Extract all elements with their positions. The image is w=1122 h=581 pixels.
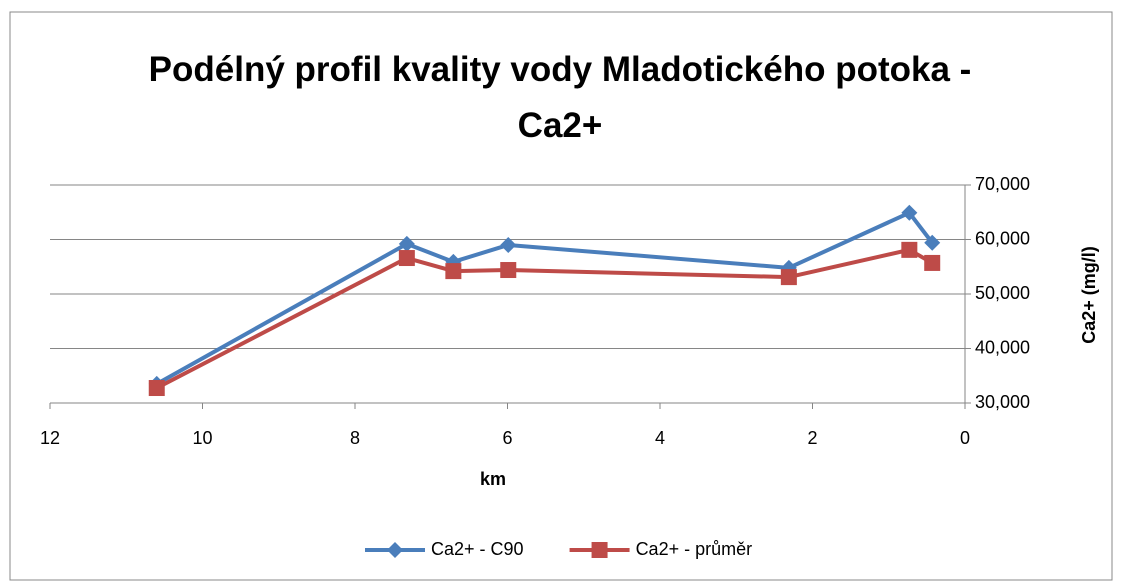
chart-border: [9, 11, 1113, 581]
legend-label: Ca2+ - průměr: [636, 539, 753, 559]
chart-title: Podélný profil kvality vody Mladotického…: [148, 50, 972, 145]
data-point: [398, 250, 415, 267]
data-point: [901, 204, 918, 221]
data-point: [924, 254, 941, 271]
data-point: [398, 235, 415, 252]
x-tick-label: 8: [350, 428, 360, 448]
legend-marker: [591, 542, 608, 558]
x-tick-label: 10: [192, 428, 212, 448]
y-tick-label: 30,000: [975, 392, 1030, 412]
x-tick-label: 4: [655, 428, 665, 448]
data-point: [500, 262, 517, 279]
y-tick-label: 40,000: [975, 337, 1030, 357]
x-tick-label: 2: [807, 428, 817, 448]
y-axis-label: Ca2+ (mg/l): [1079, 246, 1099, 344]
data-point: [780, 269, 797, 286]
x-axis-label: km: [480, 469, 506, 489]
x-tick-label: 0: [960, 428, 970, 448]
legend-label: Ca2+ - C90: [431, 539, 524, 559]
x-tick-label: 6: [502, 428, 512, 448]
y-tick-label: 70,000: [975, 174, 1030, 194]
y-tick-label: 50,000: [975, 283, 1030, 303]
data-point: [901, 241, 918, 258]
x-tick-label: 12: [40, 428, 60, 448]
legend-marker: [387, 542, 403, 558]
y-tick-label: 60,000: [975, 228, 1030, 248]
data-point: [445, 263, 462, 280]
data-point: [500, 236, 517, 253]
data-point: [148, 380, 165, 397]
data-point: [924, 234, 941, 251]
